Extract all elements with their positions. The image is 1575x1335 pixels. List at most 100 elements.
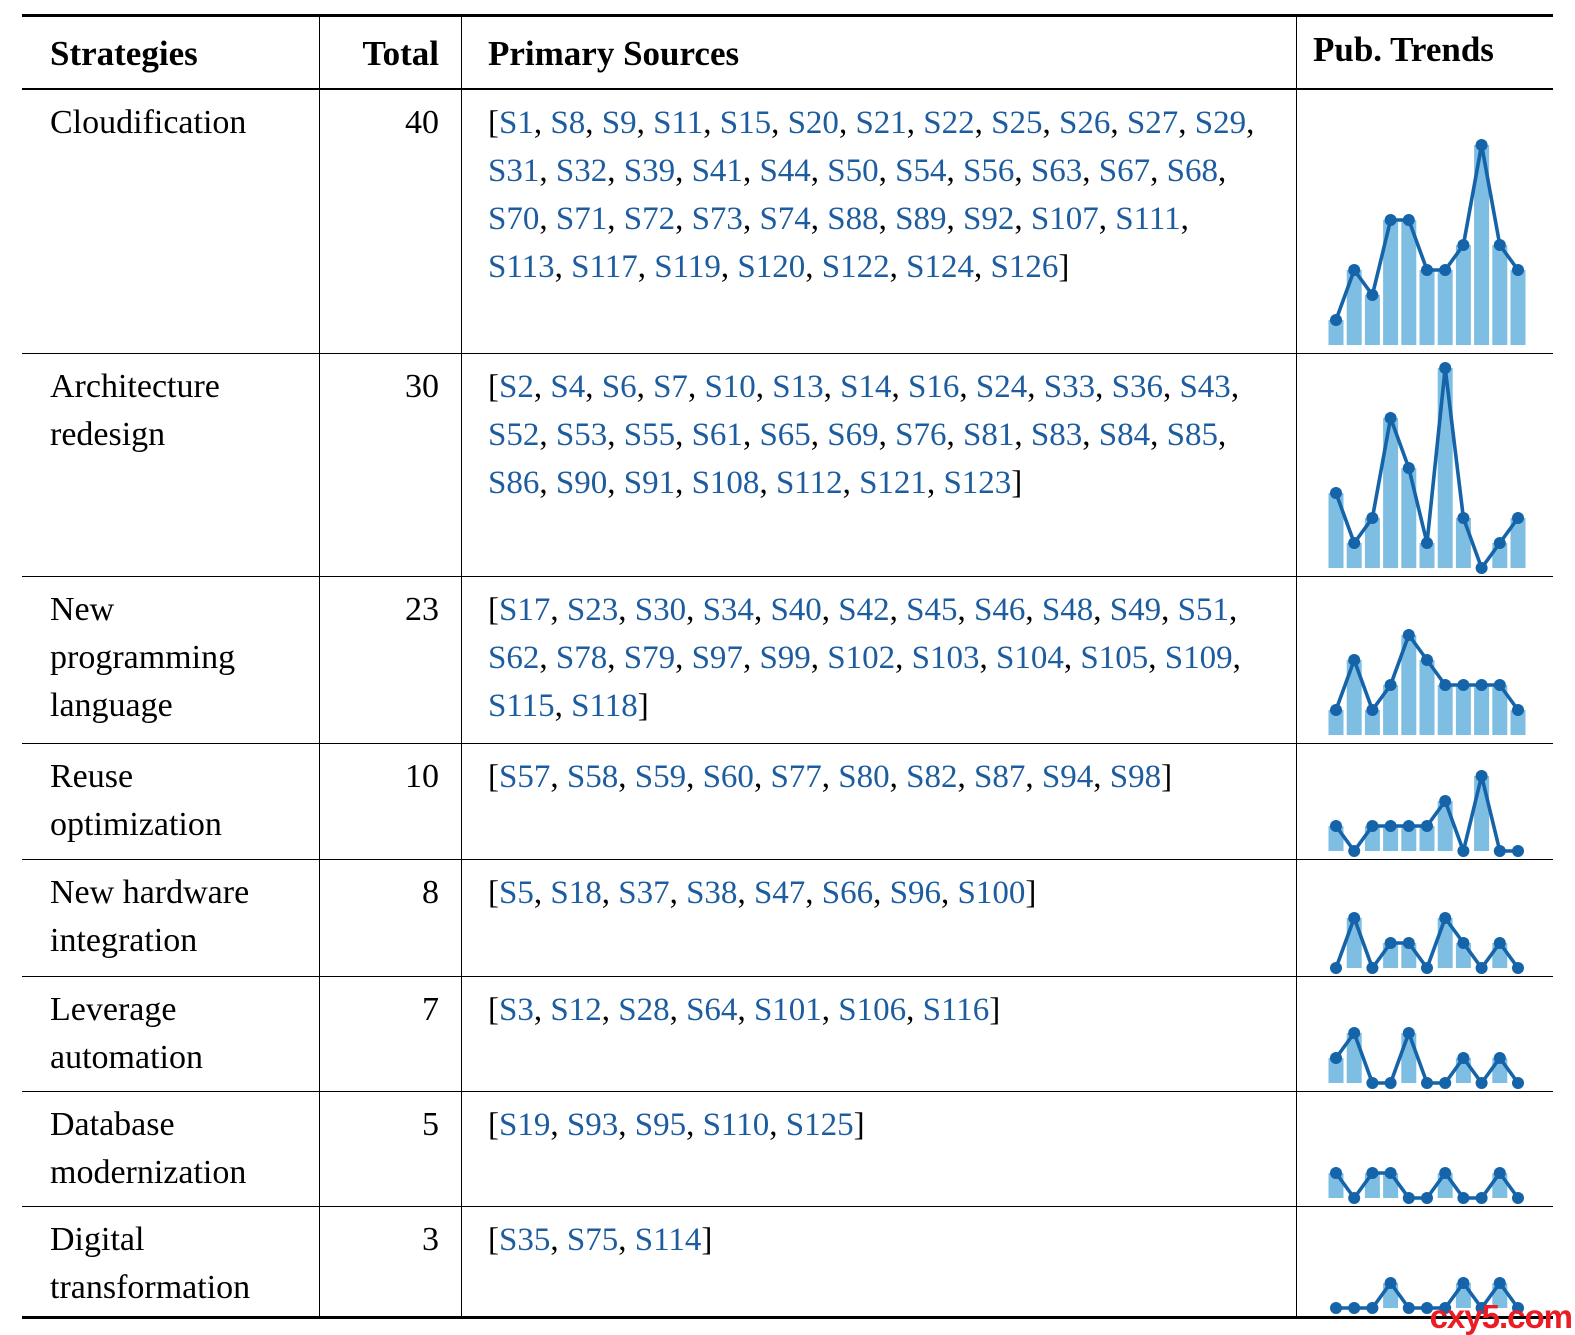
citation-link[interactable]: S20 [787, 105, 839, 141]
citation-link[interactable]: S14 [840, 369, 892, 405]
citation-link[interactable]: S103 [911, 640, 980, 676]
citation-link[interactable]: S117 [571, 249, 638, 285]
citation-link[interactable]: S98 [1109, 759, 1162, 795]
citation-link[interactable]: S96 [889, 875, 942, 911]
citation-link[interactable]: S57 [499, 759, 551, 795]
citation-link[interactable]: S25 [991, 105, 1043, 141]
citation-link[interactable]: S77 [770, 759, 822, 795]
citation-link[interactable]: S79 [623, 640, 676, 676]
citation-link[interactable]: S27 [1126, 105, 1179, 141]
citation-link[interactable]: S73 [691, 201, 743, 237]
citation-link[interactable]: S39 [623, 153, 676, 189]
citation-link[interactable]: S82 [906, 759, 958, 795]
citation-link[interactable]: S29 [1194, 105, 1247, 141]
citation-link[interactable]: S26 [1059, 105, 1111, 141]
citation-link[interactable]: S83 [1030, 417, 1083, 453]
citation-link[interactable]: S18 [550, 875, 602, 911]
citation-link[interactable]: S2 [499, 369, 534, 405]
citation-link[interactable]: S53 [555, 417, 608, 453]
citation-link[interactable]: S115 [488, 688, 555, 724]
citation-link[interactable]: S33 [1043, 369, 1096, 405]
citation-link[interactable]: S59 [634, 759, 687, 795]
citation-link[interactable]: S9 [601, 105, 637, 141]
citation-link[interactable]: S111 [1115, 201, 1181, 237]
citation-link[interactable]: S38 [686, 875, 738, 911]
citation-link[interactable]: S104 [996, 640, 1064, 676]
citation-link[interactable]: S61 [691, 417, 743, 453]
citation-link[interactable]: S86 [488, 465, 540, 501]
citation-link[interactable]: S76 [895, 417, 947, 453]
citation-link[interactable]: S88 [827, 201, 879, 237]
citation-link[interactable]: S92 [963, 201, 1015, 237]
citation-link[interactable]: S80 [838, 759, 890, 795]
citation-link[interactable]: S10 [704, 369, 756, 405]
citation-link[interactable]: S101 [753, 992, 822, 1028]
citation-link[interactable]: S30 [634, 592, 687, 628]
citation-link[interactable]: S51 [1177, 592, 1229, 628]
citation-link[interactable]: S120 [737, 249, 806, 285]
citation-link[interactable]: S112 [775, 465, 843, 501]
citation-link[interactable]: S93 [566, 1107, 619, 1143]
citation-link[interactable]: S63 [1030, 153, 1083, 189]
citation-link[interactable]: S106 [838, 992, 907, 1028]
citation-link[interactable]: S89 [895, 201, 947, 237]
citation-link[interactable]: S41 [691, 153, 743, 189]
citation-link[interactable]: S5 [499, 875, 534, 911]
citation-link[interactable]: S118 [571, 688, 638, 724]
citation-link[interactable]: S90 [555, 465, 608, 501]
citation-link[interactable]: S68 [1166, 153, 1218, 189]
citation-link[interactable]: S49 [1109, 592, 1162, 628]
citation-link[interactable]: S67 [1098, 153, 1151, 189]
citation-link[interactable]: S58 [566, 759, 619, 795]
citation-link[interactable]: S16 [908, 369, 960, 405]
citation-link[interactable]: S81 [963, 417, 1015, 453]
citation-link[interactable]: S24 [975, 369, 1028, 405]
citation-link[interactable]: S94 [1041, 759, 1094, 795]
citation-link[interactable]: S121 [859, 465, 927, 501]
citation-link[interactable]: S102 [827, 640, 896, 676]
citation-link[interactable]: S71 [555, 201, 608, 237]
citation-link[interactable]: S60 [702, 759, 754, 795]
citation-link[interactable]: S23 [566, 592, 619, 628]
citation-link[interactable]: S66 [821, 875, 874, 911]
citation-link[interactable]: S91 [623, 465, 676, 501]
citation-link[interactable]: S107 [1030, 201, 1099, 237]
citation-link[interactable]: S6 [601, 369, 637, 405]
citation-link[interactable]: S12 [550, 992, 602, 1028]
citation-link[interactable]: S64 [686, 992, 738, 1028]
citation-link[interactable]: S113 [488, 249, 555, 285]
citation-link[interactable]: S108 [691, 465, 760, 501]
citation-link[interactable]: S105 [1080, 640, 1149, 676]
citation-link[interactable]: S65 [759, 417, 811, 453]
citation-link[interactable]: S72 [623, 201, 676, 237]
citation-link[interactable]: S45 [906, 592, 958, 628]
citation-link[interactable]: S37 [618, 875, 670, 911]
citation-link[interactable]: S7 [653, 369, 688, 405]
citation-link[interactable]: S75 [566, 1222, 619, 1258]
citation-link[interactable]: S87 [974, 759, 1026, 795]
citation-link[interactable]: S34 [702, 592, 754, 628]
citation-link[interactable]: S4 [550, 369, 586, 405]
citation-link[interactable]: S50 [827, 153, 879, 189]
citation-link[interactable]: S55 [623, 417, 676, 453]
citation-link[interactable]: S22 [923, 105, 975, 141]
citation-link[interactable]: S32 [555, 153, 608, 189]
citation-link[interactable]: S126 [990, 249, 1059, 285]
citation-link[interactable]: S74 [759, 201, 811, 237]
citation-link[interactable]: S116 [922, 992, 990, 1028]
citation-link[interactable]: S28 [618, 992, 670, 1028]
citation-link[interactable]: S46 [974, 592, 1026, 628]
citation-link[interactable]: S52 [488, 417, 540, 453]
citation-link[interactable]: S56 [963, 153, 1015, 189]
citation-link[interactable]: S97 [691, 640, 743, 676]
citation-link[interactable]: S114 [634, 1222, 702, 1258]
citation-link[interactable]: S47 [753, 875, 806, 911]
citation-link[interactable]: S40 [770, 592, 822, 628]
citation-link[interactable]: S44 [759, 153, 811, 189]
citation-link[interactable]: S15 [719, 105, 772, 141]
citation-link[interactable]: S78 [555, 640, 608, 676]
citation-link[interactable]: S125 [785, 1107, 854, 1143]
citation-link[interactable]: S109 [1164, 640, 1233, 676]
citation-link[interactable]: S54 [895, 153, 947, 189]
citation-link[interactable]: S123 [943, 465, 1012, 501]
